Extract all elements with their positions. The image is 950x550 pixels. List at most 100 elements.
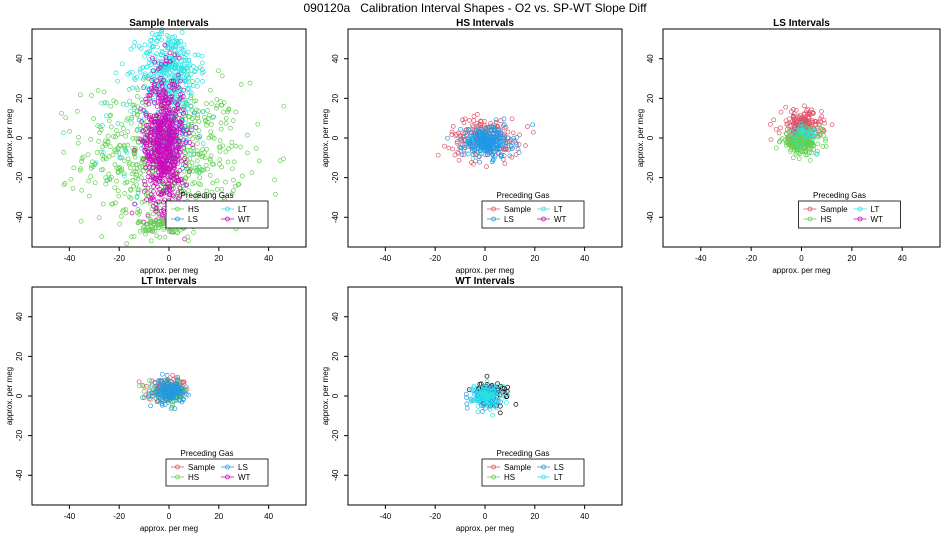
data-point [179, 158, 184, 164]
data-point [124, 149, 130, 155]
data-point [119, 131, 125, 136]
data-point [193, 125, 199, 130]
data-point [211, 114, 217, 120]
data-point [76, 134, 81, 140]
data-point [156, 112, 162, 118]
data-point [180, 389, 186, 394]
data-point [155, 199, 161, 205]
data-point [119, 166, 125, 172]
data-point [153, 225, 158, 231]
data-point [475, 403, 481, 409]
data-point [100, 201, 106, 207]
data-point [821, 117, 827, 123]
legend-swatch-point [175, 464, 180, 470]
x-tick-label: 40 [264, 254, 273, 263]
data-point [61, 150, 67, 155]
data-point [189, 160, 195, 166]
data-point [137, 165, 143, 170]
legend-title: Preceding Gas [497, 191, 550, 200]
data-point [199, 60, 205, 66]
data-point [104, 100, 110, 106]
data-point [142, 42, 148, 48]
data-point [148, 92, 153, 98]
x-axis-label: approx. per meg [140, 524, 198, 533]
data-point [178, 92, 183, 97]
data-point [148, 403, 153, 409]
data-point [166, 129, 171, 135]
data-point [495, 381, 500, 387]
data-point [160, 70, 166, 76]
data-point [141, 395, 147, 400]
data-point [178, 142, 183, 148]
y-tick-label: 40 [15, 312, 24, 321]
data-point [154, 152, 160, 158]
data-point [195, 190, 201, 196]
data-point [134, 109, 140, 115]
data-point [190, 142, 196, 148]
data-point [209, 122, 214, 127]
data-point [450, 124, 456, 129]
data-point [474, 398, 480, 404]
data-point [459, 152, 465, 158]
data-point [211, 135, 217, 141]
data-point [164, 33, 170, 38]
data-point [464, 395, 469, 400]
data-point [815, 126, 820, 131]
data-point [134, 194, 140, 199]
y-tick-label: 0 [15, 135, 24, 140]
data-point [132, 201, 137, 207]
x-tick-label: 0 [167, 254, 172, 263]
data-point [186, 123, 192, 128]
data-point [174, 39, 179, 44]
data-point [175, 72, 181, 78]
data-point [449, 129, 455, 135]
data-point [187, 114, 192, 120]
data-point [819, 114, 825, 119]
data-point [484, 379, 490, 384]
data-point [822, 120, 827, 126]
data-point [500, 132, 506, 138]
data-point [139, 395, 145, 400]
data-point [493, 117, 499, 123]
data-point [185, 234, 191, 240]
data-point [461, 148, 467, 154]
x-tick-label: 20 [530, 512, 539, 521]
data-point [138, 219, 143, 225]
data-point [135, 111, 140, 117]
data-point [155, 146, 161, 152]
data-point [143, 127, 148, 133]
legend-swatch-point [541, 216, 546, 222]
data-point [130, 136, 136, 141]
data-point [183, 98, 188, 104]
x-axis-label: approx. per meg [140, 266, 198, 275]
data-point [163, 61, 169, 67]
data-point [194, 158, 200, 164]
x-tick-label: 20 [214, 254, 223, 263]
data-point [456, 157, 462, 163]
data-point [150, 75, 155, 81]
data-point [525, 124, 530, 129]
points [768, 103, 835, 163]
data-point [195, 151, 201, 157]
data-point [185, 49, 191, 55]
data-point [150, 161, 156, 167]
data-point [231, 159, 237, 165]
data-point [170, 391, 175, 396]
data-point [471, 114, 477, 119]
data-point [179, 399, 185, 405]
data-point [88, 174, 94, 179]
data-point [142, 53, 147, 59]
data-point [141, 75, 147, 80]
data-point [77, 168, 83, 173]
data-point [121, 171, 127, 177]
data-point [150, 165, 156, 170]
data-point [108, 112, 114, 118]
data-point [817, 122, 823, 128]
data-point [162, 234, 168, 240]
data-point [128, 46, 134, 52]
legend-label: Sample [188, 463, 216, 472]
data-point [149, 90, 155, 96]
data-point [116, 193, 122, 199]
data-point [152, 70, 157, 76]
data-point [71, 165, 77, 171]
